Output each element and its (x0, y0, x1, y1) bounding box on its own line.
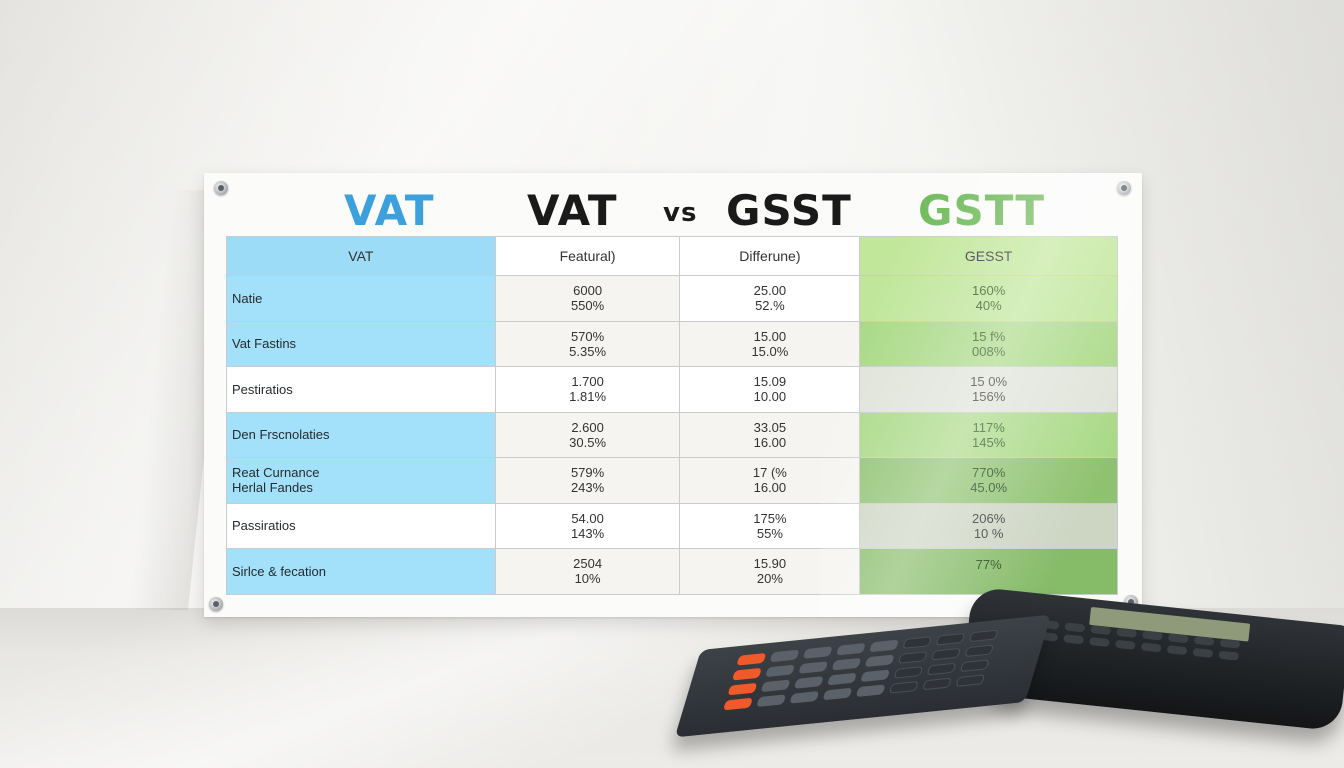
gst-cell: 117% 145% (859, 411, 1118, 458)
screw-icon (209, 597, 223, 611)
table-row: Natie 6000 550% 25.00 52.% 160% 40% (226, 275, 1118, 322)
header-feature: Featural) (494, 236, 681, 276)
table-row: Den Frscnolaties 2.600 30.5% 33.05 16.00 1… (226, 411, 1118, 458)
feature-cell: 2.600 30.5% (494, 411, 681, 458)
row-label: Sirlce & fecation (226, 548, 496, 595)
feature-cell: 579% 243% (494, 457, 681, 504)
row-label: Vat Fastins (226, 320, 496, 367)
row-label: Reat Curnance Herlal Fandes (226, 457, 496, 504)
screw-icon (214, 181, 228, 195)
difference-cell: 15.90 20% (679, 548, 861, 595)
header-difference: Differune) (679, 236, 861, 276)
row-label: Den Frscnolaties (226, 411, 496, 458)
gst-cell: 206% 10 % (859, 502, 1118, 549)
row-label: Pestiratios (226, 366, 496, 413)
row-label: Natie (226, 275, 496, 322)
headline-vat-blue: VAT (344, 186, 435, 235)
headline-vat: VAT (527, 186, 618, 235)
headline-gstt-green: GSTT (918, 186, 1045, 235)
table-header-row: VAT Featural) Differune) GESST (226, 236, 1118, 276)
comparison-table: VAT Featural) Differune) GESST Natie 600… (226, 236, 1118, 595)
feature-cell: 2504 10% (494, 548, 681, 595)
difference-cell: 15.00 15.0% (679, 320, 861, 367)
table-row: Reat Curnance Herlal Fandes 579% 243% 17 (… (226, 457, 1118, 504)
difference-cell: 33.05 16.00 (679, 411, 861, 458)
gst-cell: 770% 45.0% (859, 457, 1118, 504)
gst-cell: 15 f% 008% (859, 320, 1118, 367)
headline-gsst: GSST (726, 186, 852, 235)
difference-cell: 25.00 52.% (679, 275, 861, 322)
gst-cell: 160% 40% (859, 275, 1118, 322)
screw-icon (1117, 181, 1131, 195)
feature-cell: 570% 5.35% (494, 320, 681, 367)
headline-vs: vs (663, 198, 698, 228)
feature-cell: 1.700 1.81% (494, 366, 681, 413)
gst-cell: 15 0% 156% (859, 366, 1118, 413)
difference-cell: 175% 55% (679, 502, 861, 549)
table-row: Passiratios 54.00 143% 175% 55% 206% 10 % (226, 502, 1118, 549)
difference-cell: 17 (% 16.00 (679, 457, 861, 504)
feature-cell: 6000 550% (494, 275, 681, 322)
gst-cell: 77% (859, 548, 1118, 595)
header-gst: GESST (859, 236, 1118, 276)
difference-cell: 15.09 10.00 (679, 366, 861, 413)
row-label: Passiratios (226, 502, 496, 549)
feature-cell: 54.00 143% (494, 502, 681, 549)
header-vat: VAT (226, 236, 496, 276)
table-row: Vat Fastins 570% 5.35% 15.00 15.0% 15 f% 00… (226, 320, 1118, 367)
table-row: Pestiratios 1.700 1.81% 15.09 10.00 15 0% 1… (226, 366, 1118, 413)
table-row: Sirlce & fecation 2504 10% 15.90 20% 77% (226, 548, 1118, 595)
